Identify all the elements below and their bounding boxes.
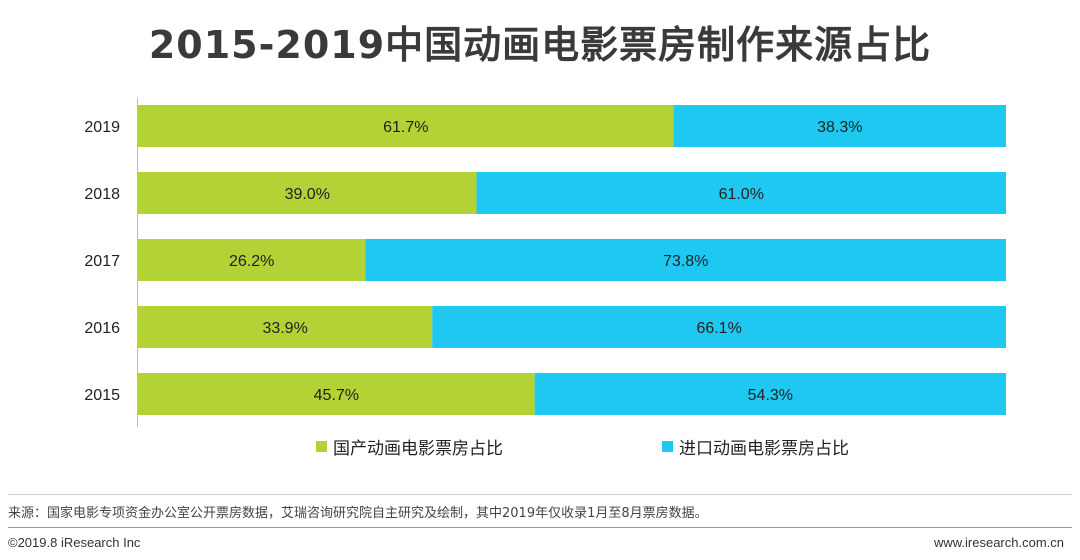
y-tick-label-2015: 2015 xyxy=(84,387,120,404)
bar-imported-2015 xyxy=(534,373,1006,415)
data-label-domestic-2018: 39.0% xyxy=(285,186,330,203)
source-note: 来源：国家电影专项资金办公室公开票房数据，艾瑞咨询研究院自主研究及绘制，其中20… xyxy=(8,506,708,521)
legend-item-domestic: 国产动画电影票房占比 xyxy=(316,434,503,459)
bar-imported-2016 xyxy=(432,306,1006,348)
data-label-domestic-2016: 33.9% xyxy=(262,320,307,337)
bar-domestic-2017 xyxy=(138,239,366,281)
legend-label-imported: 进口动画电影票房占比 xyxy=(679,439,849,459)
data-label-imported-2019: 38.3% xyxy=(817,119,862,136)
bar-domestic-2019 xyxy=(138,105,674,147)
legend: 国产动画电影票房占比 进口动画电影票房占比 xyxy=(0,434,1080,459)
legend-swatch-imported xyxy=(662,441,673,452)
website-url: www.iresearch.com.cn xyxy=(933,535,1064,550)
y-tick-label-2016: 2016 xyxy=(84,320,120,337)
data-label-domestic-2017: 26.2% xyxy=(229,253,274,270)
data-label-domestic-2015: 45.7% xyxy=(314,387,359,404)
y-tick-label-2018: 2018 xyxy=(84,186,120,203)
bar-domestic-2015 xyxy=(138,373,535,415)
bar-imported-2017 xyxy=(365,239,1006,281)
legend-label-domestic: 国产动画电影票房占比 xyxy=(333,439,503,459)
legend-item-imported: 进口动画电影票房占比 xyxy=(662,434,849,459)
bar-domestic-2018 xyxy=(138,172,477,214)
y-tick-label-2017: 2017 xyxy=(84,253,120,270)
data-label-domestic-2019: 61.7% xyxy=(383,119,428,136)
data-label-imported-2015: 54.3% xyxy=(748,387,793,404)
legend-swatch-domestic xyxy=(316,441,327,452)
data-label-imported-2017: 73.8% xyxy=(663,253,708,270)
chart-title: 2015-2019中国动画电影票房制作来源占比 xyxy=(148,23,932,67)
copyright: ©2019.8 iResearch Inc xyxy=(8,535,141,550)
y-tick-label-2019: 2019 xyxy=(84,119,120,136)
stacked-bar-chart: 2019 61.7% 38.3% 2018 39.0% 61.0% 2017 26.2% 73.… xyxy=(84,98,1006,427)
data-label-imported-2016: 66.1% xyxy=(696,320,741,337)
data-label-imported-2018: 61.0% xyxy=(719,186,764,203)
bar-domestic-2016 xyxy=(138,306,433,348)
footer-divider xyxy=(8,527,1072,528)
bar-imported-2019 xyxy=(673,105,1006,147)
bar-imported-2018 xyxy=(476,172,1006,214)
source-divider xyxy=(8,494,1072,495)
